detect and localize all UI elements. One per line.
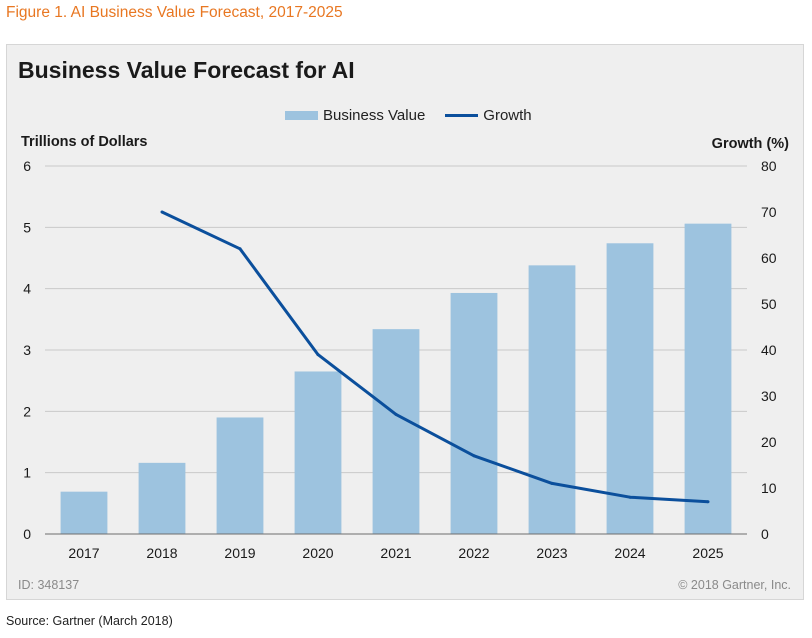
legend-swatch-growth [445,114,479,117]
growth-point [160,210,164,214]
growth-point [706,500,710,504]
bar [372,329,420,534]
y-tick-label-left: 6 [23,158,31,174]
source-note: Source: Gartner (March 2018) [6,614,173,628]
x-tick-label: 2020 [302,545,333,561]
x-tick-label: 2025 [692,545,723,561]
bar [606,243,654,534]
y-axis-label-right: Growth (%) [711,136,789,152]
legend-label-growth: Growth [483,107,532,124]
y-tick-label-right: 60 [761,250,777,266]
x-tick-label: 2023 [536,545,567,561]
y-tick-label-left: 3 [23,342,31,358]
y-tick-label-right: 40 [761,342,777,358]
x-tick-label: 2022 [458,545,489,561]
growth-point [628,495,632,499]
x-tick-label: 2018 [146,545,177,561]
x-tick-label: 2019 [224,545,255,561]
copyright-text: © 2018 Gartner, Inc. [678,578,791,592]
chart-panel: Business Value Forecast for AI Business … [6,44,804,600]
y-tick-label-right: 10 [761,480,777,496]
growth-point [550,481,554,485]
chart-title: Business Value Forecast for AI [18,57,355,83]
growth-point [472,454,476,458]
y-tick-label-right: 20 [761,434,777,450]
y-axis-label-left: Trillions of Dollars [21,134,148,150]
growth-point [316,353,320,357]
y-tick-label-right: 30 [761,388,777,404]
y-tick-label-left: 4 [23,281,31,297]
y-tick-label-left: 5 [23,219,31,235]
growth-point [238,247,242,251]
growth-series-line [161,210,709,504]
y-tick-label-right: 0 [761,526,769,542]
legend-label-business-value: Business Value [323,107,426,124]
bar [138,462,186,534]
y-tick-label-right: 80 [761,158,777,174]
bar [528,265,576,534]
bar [294,371,342,534]
y-tick-label-left: 0 [23,526,31,542]
y-tick-label-left: 2 [23,403,31,419]
x-tick-label: 2024 [614,545,645,561]
growth-point [394,412,398,416]
bar [684,223,732,535]
y-tick-label-right: 70 [761,204,777,220]
bar [216,417,264,534]
bar [450,292,498,534]
legend-swatch-business-value [285,111,318,120]
legend: Business Value Growth [285,107,532,124]
x-tick-label: 2021 [380,545,411,561]
chart-id: ID: 348137 [18,578,80,592]
figure-caption: Figure 1. AI Business Value Forecast, 20… [6,4,343,21]
x-tick-label: 2017 [68,545,99,561]
y-tick-label-right: 50 [761,296,777,312]
y-tick-label-left: 1 [23,465,31,481]
bar [60,491,108,534]
